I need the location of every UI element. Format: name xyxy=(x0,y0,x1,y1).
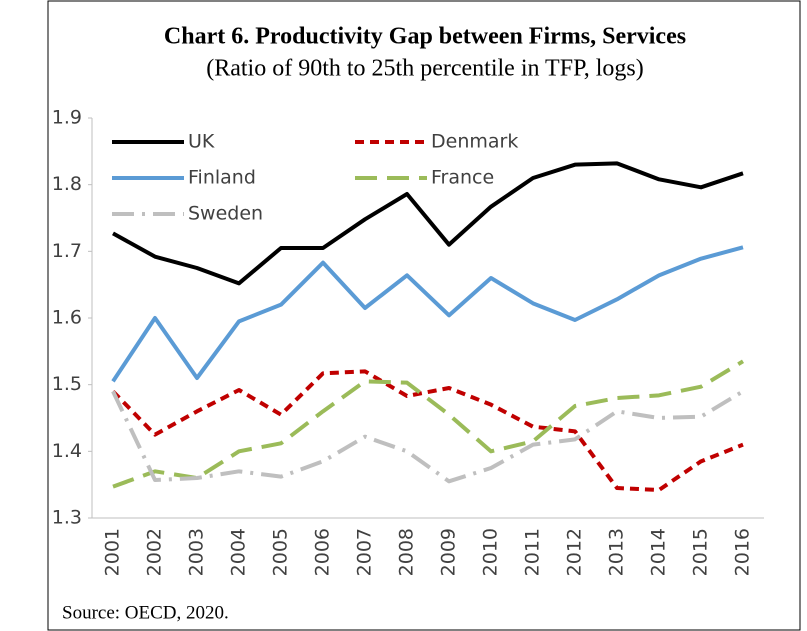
x-tick-label: 2008 xyxy=(396,528,418,576)
y-tick-label: 1.5 xyxy=(52,373,82,395)
x-tick-label: 2011 xyxy=(522,528,544,576)
y-tick-label: 1.8 xyxy=(52,173,82,195)
x-tick-label: 2015 xyxy=(690,528,712,576)
series-line xyxy=(111,369,744,492)
y-tick-label: 1.4 xyxy=(52,440,82,462)
x-tick-label: 2014 xyxy=(648,528,670,576)
legend-label: UK xyxy=(188,131,215,153)
legend-label: Finland xyxy=(188,167,256,189)
x-tick-label: 2016 xyxy=(732,528,754,576)
x-tick-label: 2009 xyxy=(438,528,460,576)
legend-label: Sweden xyxy=(188,203,263,225)
y-tick-label: 1.9 xyxy=(52,107,82,129)
x-tick-label: 2012 xyxy=(564,528,586,576)
x-tick-label: 2006 xyxy=(312,528,334,576)
x-tick-label: 2005 xyxy=(270,528,292,576)
y-tick-label: 1.7 xyxy=(52,240,82,262)
x-tick-label: 2004 xyxy=(228,528,250,576)
series-line xyxy=(111,389,745,484)
frame xyxy=(47,0,801,631)
y-tick-label: 1.3 xyxy=(52,507,82,529)
x-tick-label: 2001 xyxy=(102,528,124,576)
x-tick-label: 2010 xyxy=(480,528,502,576)
y-tick-label: 1.6 xyxy=(52,307,82,329)
chart-title: Chart 6. Productivity Gap between Firms,… xyxy=(164,24,686,50)
legend-label: France xyxy=(431,167,494,189)
x-tick-label: 2002 xyxy=(144,528,166,576)
chart-subtitle: (Ratio of 90th to 25th percentile in TFP… xyxy=(206,56,644,82)
source-note: Source: OECD, 2020. xyxy=(62,602,229,623)
series-line xyxy=(112,359,745,489)
x-tick-label: 2003 xyxy=(186,528,208,576)
legend-label: Denmark xyxy=(431,131,518,153)
series-line xyxy=(112,161,744,286)
x-tick-label: 2007 xyxy=(354,528,376,576)
x-tick-label: 2013 xyxy=(606,528,628,576)
series-line xyxy=(111,245,744,383)
